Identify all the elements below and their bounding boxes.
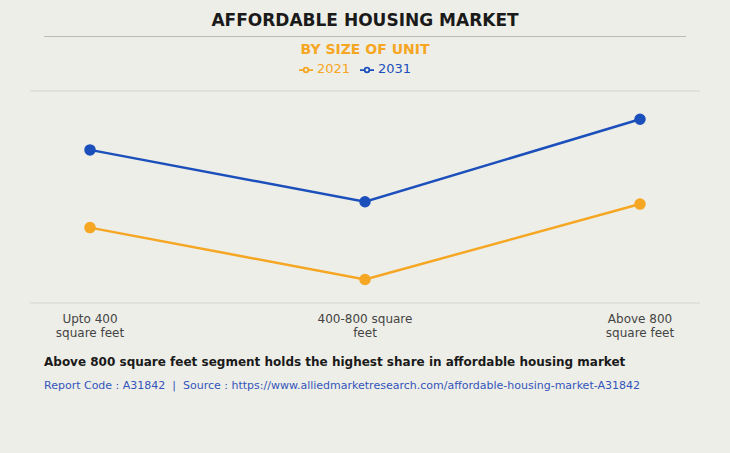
- html-text:BY SIZE OF UNIT: BY SIZE OF UNIT: [300, 41, 430, 57]
- html-text:2031: 2031: [378, 61, 412, 76]
- svg-text:Above 800square feet: Above 800square feet: [606, 312, 675, 340]
- html-text:Above 800 square feet segment: Above 800 square feet segment holds the …: [44, 355, 626, 369]
- html-text:Report Code : A31842 | Source: Report Code : A31842 | Source : https://…: [44, 379, 640, 392]
- html-text:AFFORDABLE HOUSING MARKET: AFFORDABLE HOUSING MARKET: [211, 10, 519, 30]
- html-text:2021: 2021: [316, 61, 350, 76]
- svg-text:400-800 squarefeet: 400-800 squarefeet: [318, 312, 413, 340]
- svg-text:Upto 400square feet: Upto 400square feet: [56, 312, 125, 340]
